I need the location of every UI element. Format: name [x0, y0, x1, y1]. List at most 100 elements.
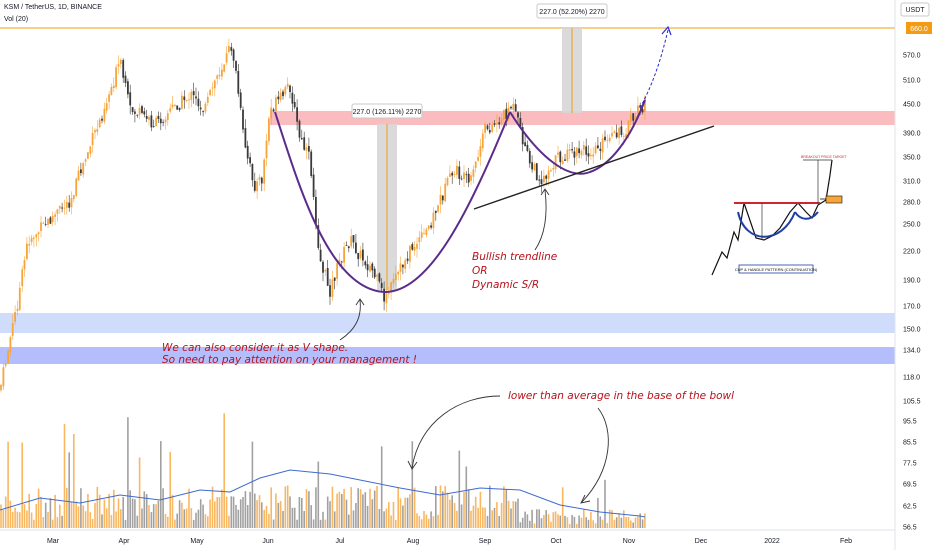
candle-body: [449, 173, 451, 177]
measure-label-1: 227.0 (126.11%) 2270: [351, 103, 423, 119]
volume-bar: [439, 485, 442, 528]
volume-bar: [181, 502, 183, 528]
candle-body: [145, 116, 148, 119]
volume-bar: [59, 504, 61, 528]
candle-body: [30, 237, 33, 243]
trendline-arrow: [534, 189, 547, 251]
volume-bar: [148, 504, 150, 528]
candle-body: [357, 253, 360, 260]
volume-bars: [0, 413, 646, 528]
candle-body: [213, 80, 216, 89]
volume-bar: [282, 511, 284, 528]
volume-bar: [559, 515, 562, 528]
candle-body: [47, 218, 49, 225]
candle-body: [253, 180, 256, 191]
currency-badge[interactable]: USDT: [900, 2, 930, 17]
volume-bar: [190, 508, 193, 528]
candle-body: [286, 83, 289, 87]
volume-bar: [416, 513, 418, 528]
candle-body: [188, 99, 190, 101]
candle-body: [434, 210, 437, 213]
volume-bar: [390, 515, 392, 528]
candle-body: [183, 96, 186, 101]
candle-body: [378, 273, 381, 282]
volume-bar: [437, 514, 439, 528]
svg-text:227.0 (52.20%) 2270: 227.0 (52.20%) 2270: [539, 9, 604, 16]
volume-bar: [279, 501, 282, 528]
volume-bar: [620, 517, 623, 528]
volume-bar: [80, 488, 82, 528]
candle-body: [554, 155, 557, 170]
candle-body: [272, 109, 275, 112]
volume-bar: [2, 510, 5, 528]
volume-bar: [514, 501, 517, 528]
candle-body: [402, 264, 404, 268]
candle-body: [425, 229, 428, 235]
candle-body: [127, 81, 129, 95]
volume-note: lower than average in the base of the bo…: [508, 390, 734, 402]
time-tick-label: Oct: [551, 538, 562, 545]
volume-bar: [30, 512, 33, 528]
candle-body: [242, 109, 244, 130]
volume-bar: [472, 505, 475, 528]
candle-body: [345, 245, 348, 246]
candle-body: [33, 237, 35, 239]
candle-body: [51, 215, 54, 223]
volume-bar: [378, 509, 381, 528]
time-axis[interactable]: Mar Apr May Jun Jul Aug Sep Oct Nov Dec 2022 Feb: [47, 538, 852, 545]
volume-bar: [517, 498, 519, 528]
svg-text:227.0 (126.11%) 2270: 227.0 (126.11%) 2270: [353, 109, 422, 116]
price-tick-label: 190.0: [903, 278, 921, 285]
volume-bar: [275, 493, 277, 528]
volume-bar: [576, 523, 578, 528]
volume-bar: [385, 508, 388, 528]
volume-bar: [543, 514, 545, 528]
volume-bar: [618, 513, 620, 528]
candle-body: [601, 138, 604, 153]
time-tick-label: Jul: [336, 538, 345, 545]
volume-bar: [77, 506, 80, 528]
candle-body: [484, 124, 486, 133]
candle-body: [582, 145, 585, 150]
volume-bar: [395, 519, 397, 528]
volume-bar: [632, 522, 634, 528]
candle-body: [176, 105, 179, 110]
svg-text:USDT: USDT: [905, 7, 925, 14]
candle-body: [136, 114, 139, 116]
candle-body: [432, 212, 435, 229]
time-tick-label: 2022: [764, 538, 780, 545]
candle-body: [206, 96, 209, 103]
volume-bar: [103, 499, 106, 528]
volume-bar: [63, 424, 66, 528]
volume-bar: [580, 517, 583, 528]
volume-bar: [230, 496, 233, 528]
candle-body: [618, 127, 620, 138]
candle-body: [326, 268, 329, 286]
candle-body: [277, 96, 280, 100]
volume-bar: [228, 515, 230, 528]
volume-bar: [47, 511, 49, 528]
candle-body: [573, 151, 576, 158]
volume-bar: [326, 496, 329, 528]
candle-body: [230, 47, 233, 51]
volume-bar: [498, 516, 500, 528]
price-axis[interactable]: 570.0 510.0 450.0 390.0 350.0 310.0 280.0 250.0…: [903, 53, 921, 532]
volume-bar: [637, 516, 639, 528]
candle-body: [232, 49, 235, 61]
volume-bar: [531, 509, 533, 528]
volume-bar: [37, 488, 40, 528]
volume-bar: [68, 452, 70, 528]
candle-body: [134, 111, 136, 114]
volume-bar: [75, 501, 77, 528]
candle-body: [192, 91, 195, 96]
volume-bar: [183, 509, 186, 528]
candle-body: [26, 243, 28, 260]
volume-bar: [197, 509, 200, 528]
volume-bar: [336, 493, 338, 528]
trendline-note-3: Dynamic S/R: [472, 279, 539, 291]
candle-body: [56, 209, 59, 214]
resistance-zone: [270, 111, 895, 125]
candle-body: [512, 103, 515, 110]
candle-body: [296, 107, 298, 122]
